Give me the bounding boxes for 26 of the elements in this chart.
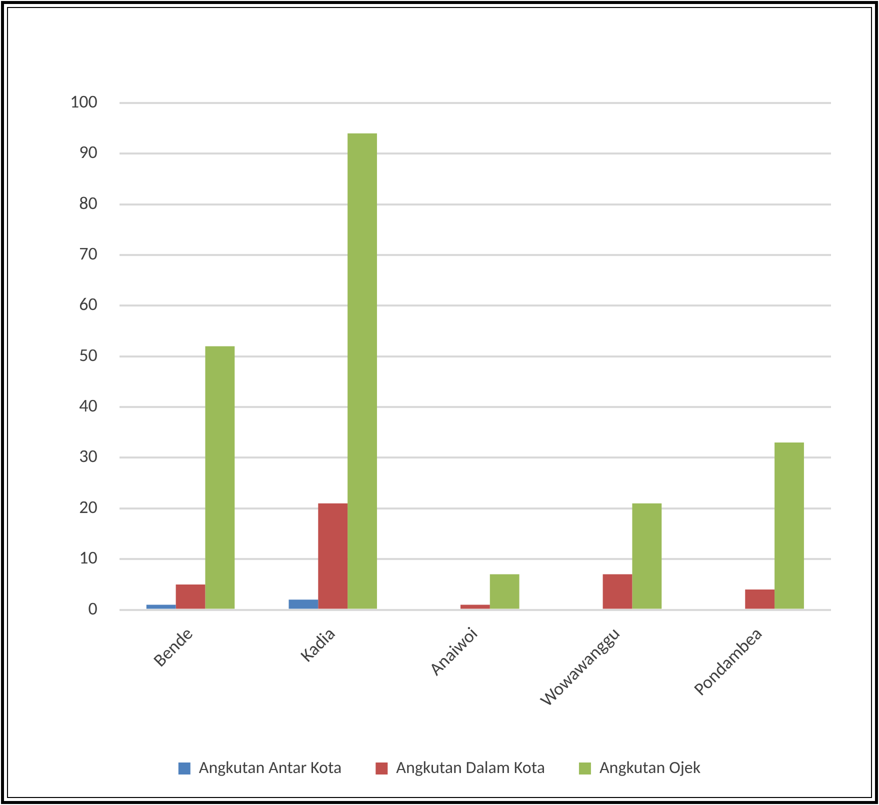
y-tick-label: 60 <box>79 293 98 316</box>
y-tick-label: 80 <box>79 192 98 214</box>
y-tick-label: 90 <box>79 141 98 164</box>
bar <box>632 503 662 609</box>
y-tick-label: 0 <box>88 597 98 620</box>
y-tick-label: 40 <box>79 394 98 417</box>
y-tick-label: 100 <box>70 90 98 112</box>
bar <box>318 503 348 609</box>
legend-label: Angkutan Dalam Kota <box>396 756 545 778</box>
y-tick-label: 20 <box>79 496 98 518</box>
bar <box>745 590 775 609</box>
bar <box>146 604 176 609</box>
y-tick-label: 70 <box>79 242 98 265</box>
y-tick-label: 50 <box>79 344 98 366</box>
bar <box>348 133 377 609</box>
bar <box>774 442 804 609</box>
bar <box>176 584 206 609</box>
y-tick-label: 30 <box>79 445 98 468</box>
legend-label: Angkutan Ojek <box>599 756 701 778</box>
legend-label: Angkutan Antar Kota <box>198 756 342 778</box>
bar <box>460 604 490 609</box>
bar <box>205 346 235 609</box>
bar <box>490 574 520 609</box>
bar <box>288 600 318 609</box>
y-tick-label: 10 <box>79 546 98 569</box>
bar <box>602 574 632 609</box>
